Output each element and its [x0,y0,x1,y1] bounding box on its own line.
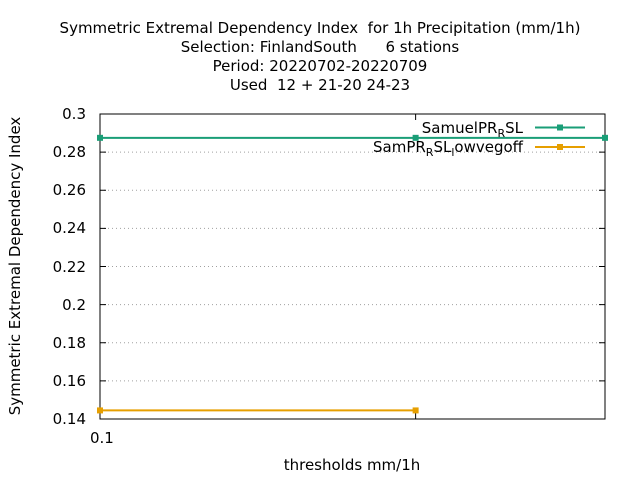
y-tick-label: 0.18 [52,333,86,352]
title-line-4: Used 12 + 21-20 24-23 [229,76,411,94]
title-line-1: Symmetric Extremal Dependency Index for … [59,19,581,37]
legend-label-series-1: SamuelPRRSL [421,119,523,140]
data-point-1 [97,134,103,141]
grid [100,151,605,382]
x-tick-label: 0.1 [90,429,114,447]
x-axis-label: thresholds mm/1h [283,456,421,474]
data-point-1 [602,134,608,141]
tick-marks [99,113,606,420]
data-point-2 [412,407,419,414]
series-group [97,134,608,414]
title-line-3: Period: 20220702-20220709 [212,57,428,75]
y-tick-label: 0.24 [52,219,86,238]
legend-marker-1 [557,124,563,131]
legend [535,124,585,150]
title-line-2: Selection: FinlandSouth 6 stations [180,38,460,56]
legend-label-series-2: SamPRRSLlowvegoff [373,138,523,159]
y-axis-label: Symmetric Extremal Dependency Index [6,116,24,416]
y-tick-label: 0.3 [62,105,86,123]
y-tick-label: 0.28 [52,143,86,162]
y-tick-label: 0.14 [52,410,86,428]
data-point-2 [97,407,103,414]
y-tick-label: 0.16 [52,371,86,390]
y-tick-label: 0.2 [62,295,86,314]
data-point-1 [412,134,419,141]
legend-marker-2 [557,144,563,150]
y-tick-label: 0.22 [52,257,86,276]
y-tick-label: 0.26 [52,181,86,200]
